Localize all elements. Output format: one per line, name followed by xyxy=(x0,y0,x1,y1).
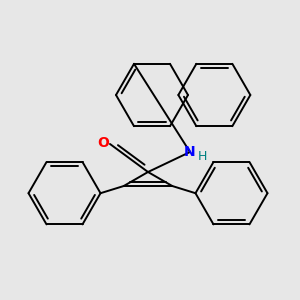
Text: N: N xyxy=(184,145,196,159)
Text: H: H xyxy=(197,149,207,163)
Text: O: O xyxy=(97,136,109,150)
